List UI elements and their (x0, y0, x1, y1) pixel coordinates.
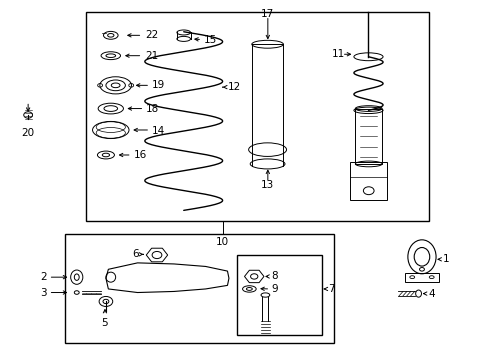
Text: 8: 8 (271, 271, 277, 282)
Text: 20: 20 (21, 128, 35, 138)
Text: 9: 9 (271, 284, 277, 294)
Text: 16: 16 (133, 150, 146, 160)
Text: 15: 15 (203, 35, 217, 45)
Text: 19: 19 (152, 80, 165, 90)
Text: 11: 11 (331, 49, 345, 59)
Text: 18: 18 (146, 104, 159, 113)
Bar (350, 162, 386, 200)
Text: 21: 21 (144, 51, 158, 61)
Bar (86, 12, 428, 221)
Text: 17: 17 (261, 9, 274, 19)
Text: 12: 12 (227, 82, 240, 92)
Text: 6: 6 (132, 249, 138, 259)
Text: 13: 13 (261, 180, 274, 190)
Text: 1: 1 (442, 254, 448, 264)
Text: 2: 2 (40, 272, 46, 282)
Text: 10: 10 (216, 237, 229, 247)
Text: 22: 22 (144, 30, 158, 40)
Text: 3: 3 (40, 288, 46, 297)
Bar (237, 255, 322, 336)
Text: 14: 14 (152, 126, 165, 136)
Text: 7: 7 (327, 284, 334, 294)
Bar (355, 109, 381, 164)
Text: 5: 5 (102, 318, 108, 328)
Text: 4: 4 (427, 289, 434, 298)
Bar (64, 234, 334, 342)
Bar (404, 273, 438, 282)
